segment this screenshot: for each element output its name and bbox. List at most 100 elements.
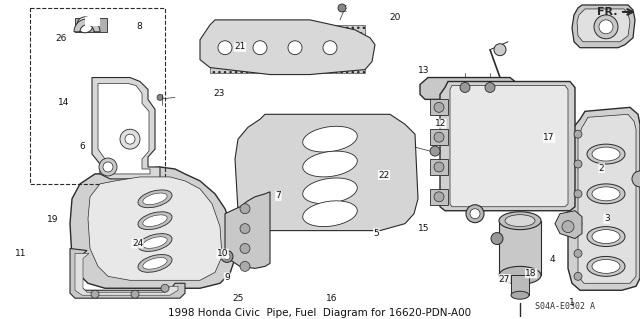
Circle shape: [434, 102, 444, 112]
Circle shape: [599, 20, 613, 34]
Circle shape: [103, 162, 113, 172]
Text: 10: 10: [217, 249, 228, 258]
Polygon shape: [420, 78, 515, 100]
Circle shape: [99, 158, 117, 176]
Text: 24: 24: [132, 239, 143, 248]
Text: FR.: FR.: [598, 7, 618, 17]
Ellipse shape: [138, 234, 172, 251]
Polygon shape: [70, 249, 185, 298]
Text: 9: 9: [225, 273, 230, 282]
Ellipse shape: [138, 190, 172, 208]
Ellipse shape: [143, 215, 167, 226]
Bar: [75, 18, 107, 32]
Polygon shape: [92, 78, 160, 179]
Text: 27: 27: [499, 275, 510, 284]
Ellipse shape: [587, 256, 625, 276]
Text: 2: 2: [599, 164, 604, 173]
Circle shape: [120, 129, 140, 149]
Ellipse shape: [511, 291, 529, 299]
Circle shape: [240, 243, 250, 254]
Circle shape: [434, 192, 444, 202]
Circle shape: [157, 94, 163, 100]
Circle shape: [240, 224, 250, 234]
Circle shape: [466, 205, 484, 223]
Circle shape: [430, 146, 440, 156]
Text: 1998 Honda Civic  Pipe, Fuel  Diagram for 16620-PDN-A00: 1998 Honda Civic Pipe, Fuel Diagram for …: [168, 308, 472, 318]
Bar: [430, 159, 448, 175]
Ellipse shape: [143, 237, 167, 248]
Ellipse shape: [138, 255, 172, 272]
Bar: [430, 129, 448, 145]
Polygon shape: [74, 19, 100, 32]
Polygon shape: [70, 167, 235, 288]
Text: 19: 19: [47, 215, 58, 224]
Ellipse shape: [592, 259, 620, 273]
Text: 21: 21: [234, 42, 246, 51]
Text: 26: 26: [56, 34, 67, 43]
Circle shape: [460, 83, 470, 93]
Circle shape: [594, 15, 618, 39]
Circle shape: [574, 249, 582, 257]
Circle shape: [240, 261, 250, 271]
Ellipse shape: [303, 178, 357, 204]
Text: 5: 5: [374, 228, 379, 238]
Circle shape: [574, 130, 582, 138]
Circle shape: [240, 204, 250, 214]
Polygon shape: [572, 5, 635, 48]
Circle shape: [91, 290, 99, 298]
Circle shape: [574, 272, 582, 280]
Bar: [210, 25, 365, 72]
Polygon shape: [577, 9, 630, 42]
Ellipse shape: [303, 126, 357, 152]
Circle shape: [218, 41, 232, 55]
Ellipse shape: [303, 201, 357, 226]
Ellipse shape: [143, 193, 167, 204]
Ellipse shape: [592, 147, 620, 161]
Circle shape: [485, 83, 495, 93]
Polygon shape: [200, 20, 375, 75]
Text: 13: 13: [418, 66, 429, 75]
Circle shape: [338, 4, 346, 12]
Circle shape: [224, 254, 230, 259]
Polygon shape: [568, 108, 640, 290]
Text: S04A-E0302 A: S04A-E0302 A: [535, 302, 595, 311]
Text: 25: 25: [232, 294, 244, 303]
Circle shape: [125, 134, 135, 144]
Text: 14: 14: [58, 98, 70, 107]
Circle shape: [562, 221, 574, 233]
Ellipse shape: [303, 151, 357, 177]
Circle shape: [574, 160, 582, 168]
Polygon shape: [440, 82, 575, 211]
Bar: [511, 275, 529, 295]
Polygon shape: [235, 114, 418, 231]
Text: 15: 15: [418, 225, 429, 234]
Circle shape: [253, 41, 267, 55]
Text: 12: 12: [435, 119, 446, 128]
Circle shape: [77, 17, 93, 33]
Circle shape: [574, 190, 582, 198]
Polygon shape: [75, 254, 178, 295]
Ellipse shape: [138, 212, 172, 230]
Ellipse shape: [592, 230, 620, 243]
Bar: [30, 8, 165, 184]
Text: 23: 23: [213, 89, 225, 98]
Ellipse shape: [592, 187, 620, 201]
Circle shape: [221, 250, 233, 263]
Text: 16: 16: [326, 294, 337, 303]
Circle shape: [323, 41, 337, 55]
Text: 20: 20: [390, 13, 401, 22]
Circle shape: [288, 41, 302, 55]
Bar: [430, 189, 448, 205]
Circle shape: [491, 233, 503, 245]
Circle shape: [131, 290, 139, 298]
Ellipse shape: [505, 215, 535, 226]
Bar: [85, 17, 100, 26]
Text: 4: 4: [550, 255, 555, 264]
Bar: [499, 221, 541, 275]
Ellipse shape: [587, 144, 625, 164]
Ellipse shape: [587, 226, 625, 247]
Text: 17: 17: [543, 133, 555, 142]
Polygon shape: [225, 192, 270, 268]
Text: 6: 6: [79, 142, 84, 151]
Text: 11: 11: [15, 249, 26, 258]
